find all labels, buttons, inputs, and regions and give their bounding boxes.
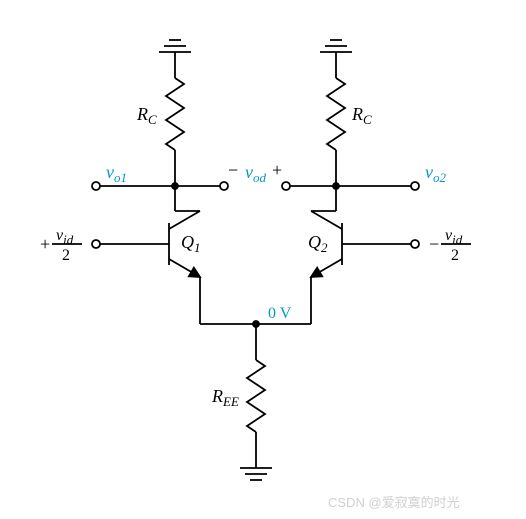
svg-text:+: + [40,234,50,254]
svg-text:−: − [228,160,238,180]
svg-text:vod: vod [245,162,267,185]
differential-pair-circuit: RCRCvo1vo2−+vodQ1Q2+vid2−vid20 VREE [0,0,526,519]
svg-text:Q1: Q1 [181,232,201,255]
svg-text:REE: REE [211,386,239,409]
svg-text:RC: RC [351,104,372,127]
svg-text:+: + [272,160,282,180]
watermark-text: CSDN @爱寂寞的时光 [328,492,460,511]
svg-text:0 V: 0 V [268,305,292,322]
svg-text:−: − [429,234,439,254]
svg-text:RC: RC [136,104,157,127]
svg-text:vo2: vo2 [425,162,447,185]
svg-text:Q2: Q2 [308,232,328,255]
svg-text:2: 2 [451,247,459,264]
svg-text:2: 2 [62,247,70,264]
svg-text:vo1: vo1 [106,162,127,185]
